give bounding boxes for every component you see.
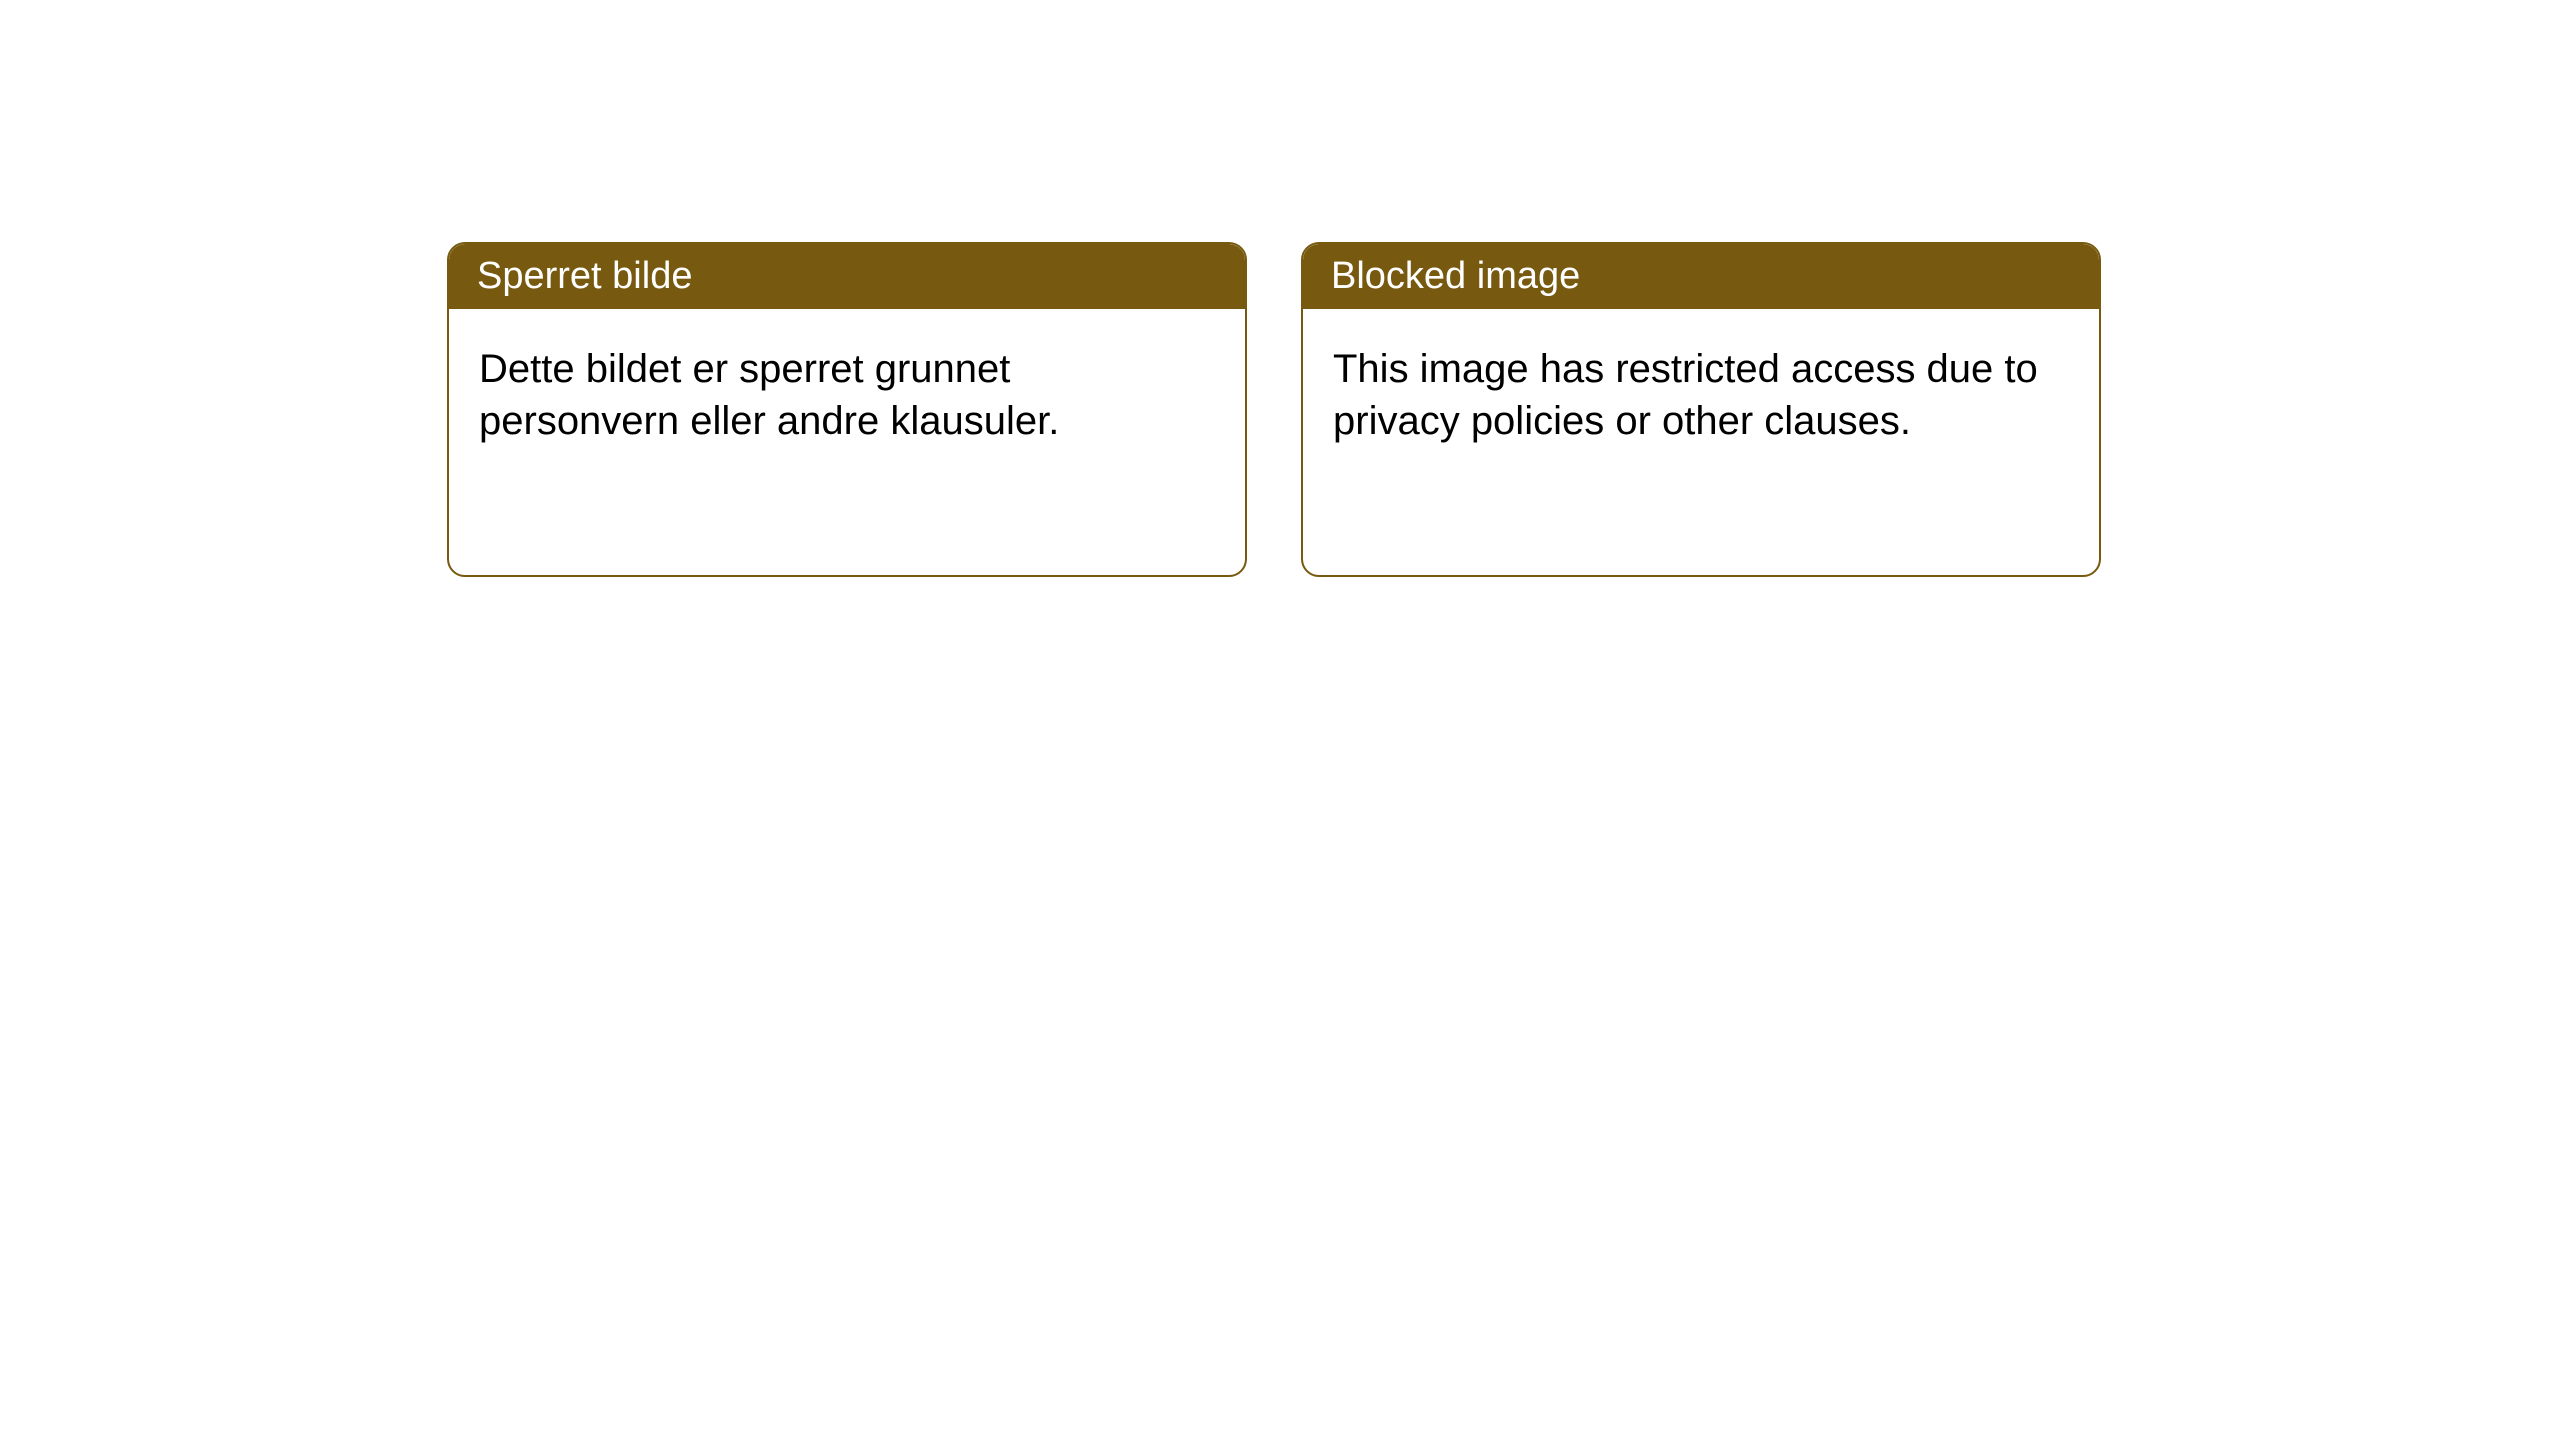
- card-header-text: Sperret bilde: [477, 255, 692, 297]
- card-header: Sperret bilde: [449, 244, 1245, 309]
- card-body-text: This image has restricted access due to …: [1333, 347, 2038, 443]
- card-header-text: Blocked image: [1331, 255, 1580, 297]
- notice-card-norwegian: Sperret bilde Dette bildet er sperret gr…: [447, 242, 1247, 577]
- card-header: Blocked image: [1303, 244, 2099, 309]
- card-body: Dette bildet er sperret grunnet personve…: [449, 309, 1245, 481]
- card-body-text: Dette bildet er sperret grunnet personve…: [479, 347, 1059, 443]
- card-body: This image has restricted access due to …: [1303, 309, 2099, 481]
- notice-cards-container: Sperret bilde Dette bildet er sperret gr…: [447, 242, 2101, 577]
- notice-card-english: Blocked image This image has restricted …: [1301, 242, 2101, 577]
